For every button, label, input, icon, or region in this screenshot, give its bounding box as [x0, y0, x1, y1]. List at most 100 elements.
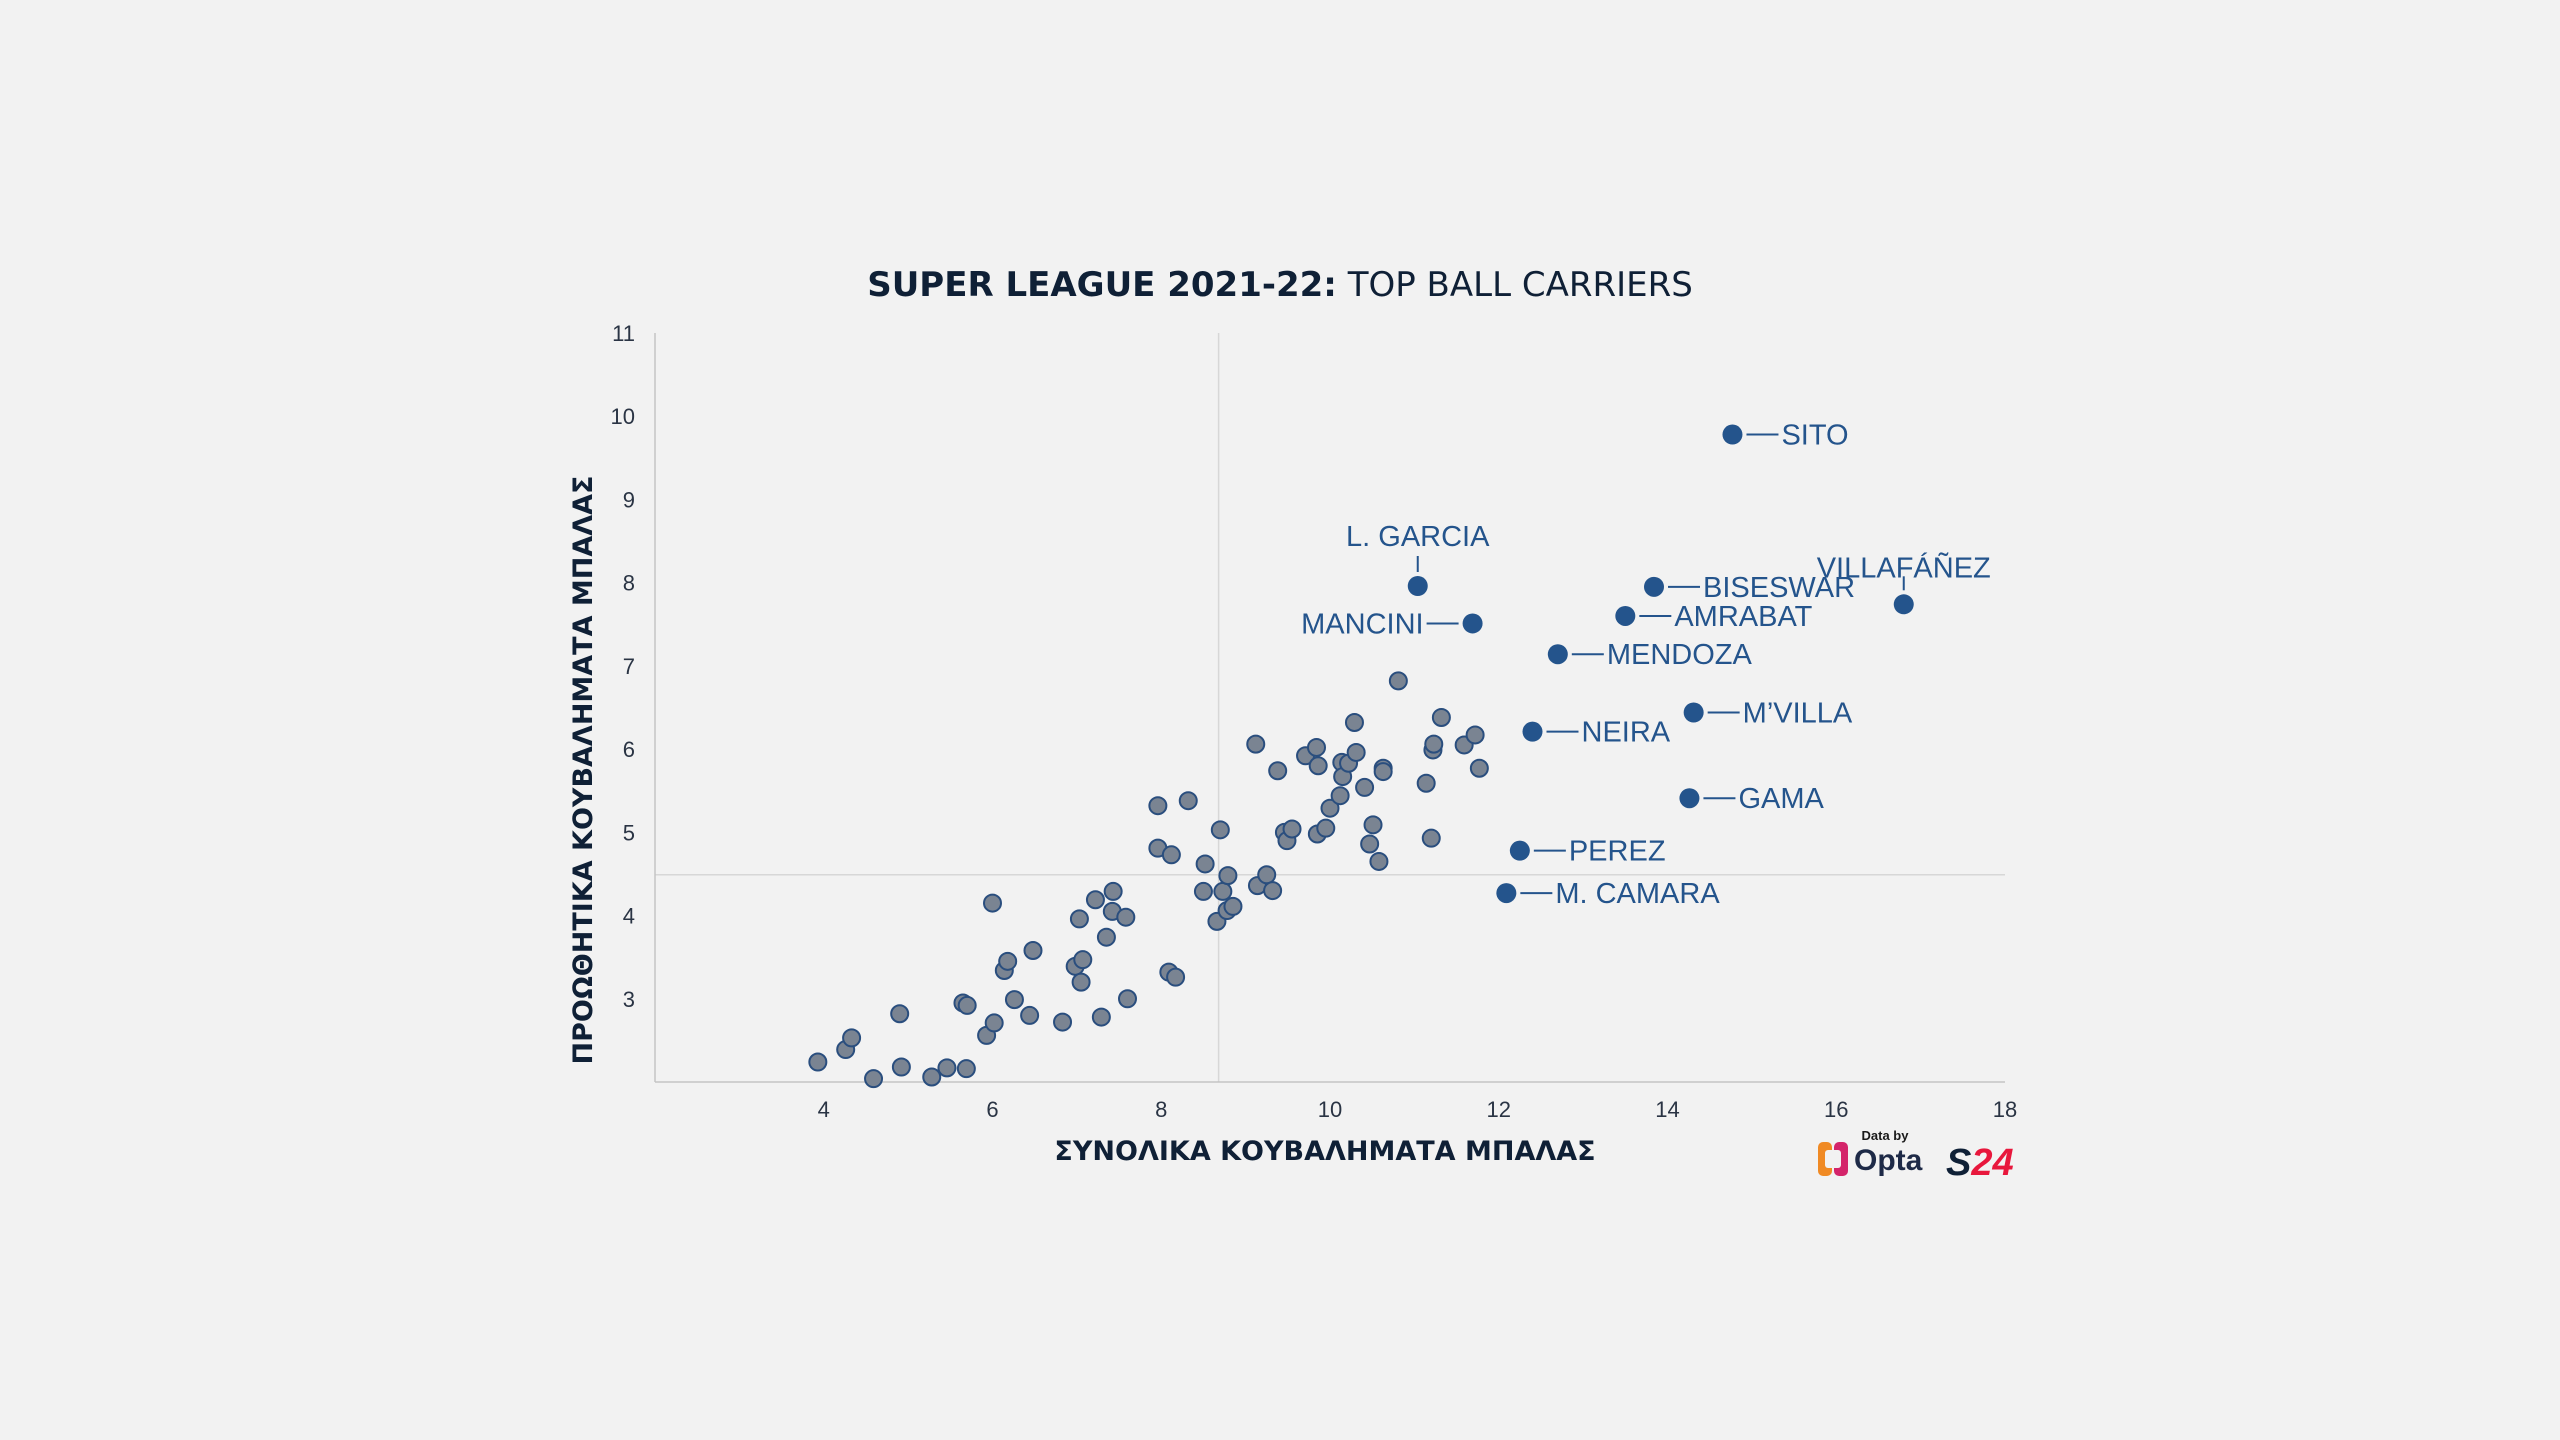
data-point [1071, 972, 1091, 992]
data-point [1316, 818, 1336, 838]
data-point [1193, 881, 1213, 901]
data-point [1268, 761, 1288, 781]
data-point [1320, 798, 1340, 818]
player-label: L. GARCIA [1346, 521, 1490, 553]
highlighted-point [1462, 613, 1483, 634]
data-point [808, 1052, 828, 1072]
data-points [808, 671, 1489, 1089]
player-label: M’VILLA [1743, 697, 1853, 729]
x-tick-label: 16 [1824, 1097, 1848, 1122]
data-point [1257, 865, 1277, 885]
highlighted-point [1683, 702, 1704, 723]
x-tick-label: 4 [818, 1097, 830, 1122]
data-point [1053, 1012, 1073, 1032]
data-point [1178, 791, 1198, 811]
highlighted-point [1509, 840, 1530, 861]
x-tick-label: 10 [1318, 1097, 1342, 1122]
data-point [922, 1067, 942, 1087]
highlighted-point [1522, 721, 1543, 742]
highlighted-player: GAMA [1679, 783, 1824, 815]
highlighted-player: MENDOZA [1547, 639, 1753, 671]
s24-wordmark: S24 [1946, 1142, 2014, 1184]
data-point [1373, 762, 1393, 782]
opta-mark-hole-icon [1825, 1150, 1841, 1168]
data-point [1465, 725, 1485, 745]
highlighted-player: L. GARCIA [1346, 521, 1490, 596]
player-label: SITO [1781, 420, 1848, 452]
data-point [1004, 990, 1024, 1010]
s24-logo: S24 [1946, 1142, 2014, 1184]
data-point [1161, 845, 1181, 865]
data-point [1213, 881, 1233, 901]
data-point [1369, 851, 1389, 871]
data-point [1116, 907, 1136, 927]
highlighted-player: BISESWAR [1644, 572, 1855, 604]
data-point [1363, 815, 1383, 835]
player-label: MANCINI [1301, 608, 1423, 640]
data-point [864, 1069, 884, 1089]
highlighted-point [1893, 594, 1914, 615]
player-label: PEREZ [1569, 836, 1666, 868]
data-point [1103, 881, 1123, 901]
highlighted-player: PEREZ [1509, 836, 1666, 868]
data-point [890, 1004, 910, 1024]
data-point [984, 1013, 1004, 1033]
opta-mark-icon [1818, 1142, 1848, 1176]
data-point [842, 1028, 862, 1048]
y-tick-label: 3 [623, 987, 635, 1012]
y-axis-label: ΠΡΟΩΘΗΤΙΚΑ ΚΟΥΒΑΛΗΜΑΤΑ ΜΠΑΛΑΣ [568, 476, 599, 1065]
y-tick-label: 6 [623, 737, 635, 762]
chart-title-rest: TOP BALL CARRIERS [1337, 265, 1693, 305]
s24-num: 24 [1970, 1142, 2013, 1184]
highlighted-point [1644, 576, 1664, 597]
data-point [1469, 758, 1489, 778]
data-point [1388, 671, 1408, 691]
y-tick-label: 9 [623, 487, 635, 512]
highlighted-player: AMRABAT [1615, 601, 1813, 633]
chart-title: SUPER LEAGUE 2021-22: TOP BALL CARRIERS [867, 265, 1693, 305]
x-ticks: 4 6 8 10 12 14 16 18 [818, 1097, 2018, 1122]
highlighted-players: SITO L. GARCIA MANCINI VILLAFÁÑEZBISESWARAM… [1301, 420, 1991, 911]
highlighted-point [1407, 575, 1428, 596]
y-tick-label: 4 [623, 904, 635, 929]
x-tick-label: 12 [1487, 1097, 1511, 1122]
data-point [1431, 707, 1451, 727]
player-label: M. CAMARA [1555, 878, 1720, 910]
x-tick-label: 6 [986, 1097, 998, 1122]
data-point [1218, 866, 1238, 886]
opta-logo: Data by Opta [1818, 1128, 1923, 1177]
data-point [1263, 881, 1283, 901]
highlighted-player: SITO [1722, 420, 1849, 452]
y-tick-label: 8 [623, 571, 635, 596]
highlighted-point [1722, 424, 1743, 445]
data-point [937, 1058, 957, 1078]
highlighted-player: NEIRA [1522, 717, 1671, 749]
data-point [1360, 834, 1380, 854]
chart-title-bold: SUPER LEAGUE 2021-22: [867, 265, 1337, 305]
y-ticks: 3 4 5 6 7 8 9 10 11 [611, 321, 635, 1012]
data-point [1346, 742, 1366, 762]
data-by-text: Data by [1862, 1128, 1910, 1143]
player-label: VILLAFÁÑEZ [1817, 550, 1991, 584]
highlighted-player: MANCINI [1301, 608, 1483, 640]
highlighted-point [1679, 788, 1700, 809]
ref-lines [655, 333, 2005, 1082]
x-axis-label: ΣΥΝΟΛΙΚΑ ΚΟΥΒΑΛΗΜΑΤΑ ΜΠΑΛΑΣ [1054, 1136, 1595, 1167]
x-tick-label: 18 [1993, 1097, 2017, 1122]
data-point [1166, 967, 1186, 987]
data-point [1308, 756, 1328, 776]
data-point [1020, 1005, 1040, 1025]
data-point [956, 1059, 976, 1079]
y-tick-label: 10 [611, 404, 635, 429]
data-point [1421, 828, 1441, 848]
data-point [1416, 773, 1436, 793]
player-label: MENDOZA [1607, 639, 1753, 671]
data-point [1085, 890, 1105, 910]
s24-s: S [1946, 1142, 1971, 1184]
data-point [957, 995, 977, 1015]
player-label: AMRABAT [1674, 601, 1812, 633]
highlighted-player: VILLAFÁÑEZ [1817, 550, 1991, 615]
data-point [1118, 989, 1137, 1009]
player-label: BISESWAR [1703, 572, 1855, 604]
